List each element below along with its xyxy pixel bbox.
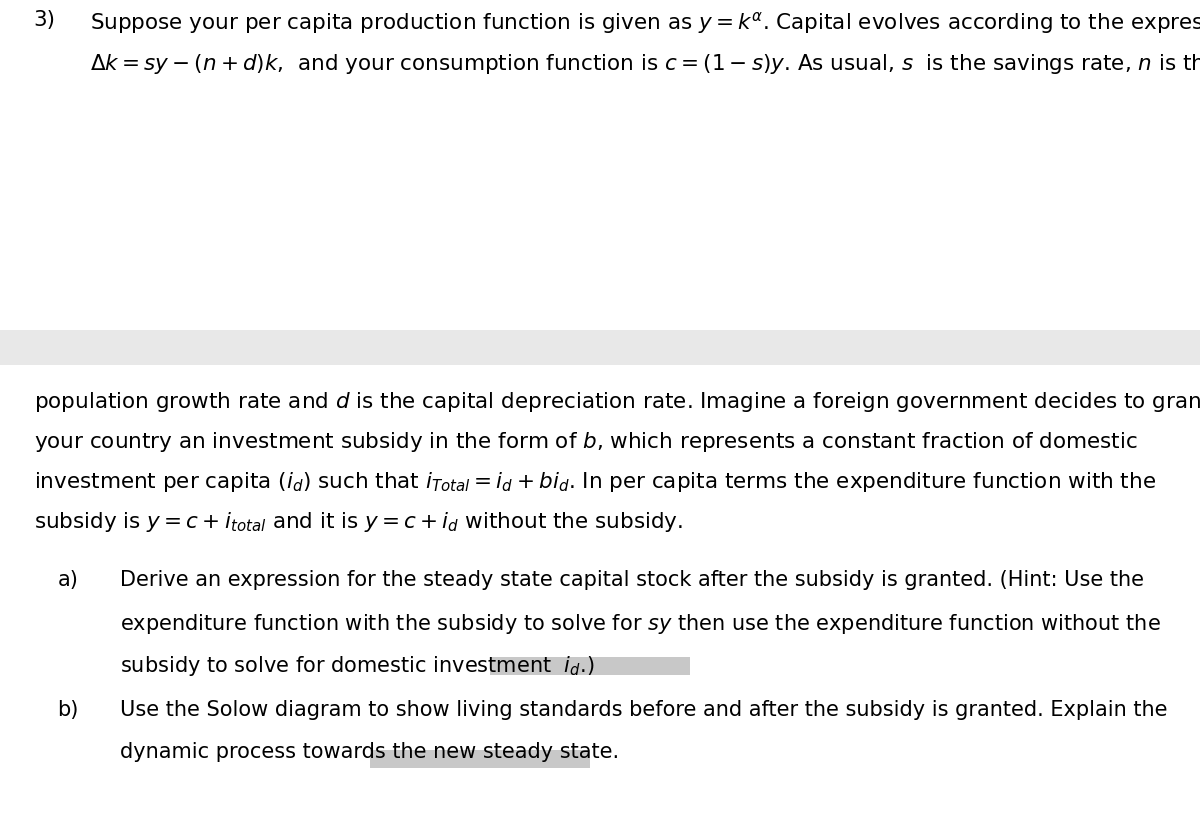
Text: b): b) [58, 700, 79, 720]
Text: 3): 3) [34, 10, 55, 30]
Text: your country an investment subsidy in the form of $b$, which represents a consta: your country an investment subsidy in th… [34, 430, 1138, 454]
Text: a): a) [58, 570, 78, 590]
Text: expenditure function with the subsidy to solve for $sy$ then use the expenditure: expenditure function with the subsidy to… [120, 612, 1160, 636]
FancyBboxPatch shape [370, 750, 590, 768]
Text: subsidy to solve for domestic investment  $i_d$.): subsidy to solve for domestic investment… [120, 654, 594, 678]
Text: dynamic process towards the new steady state.: dynamic process towards the new steady s… [120, 742, 619, 762]
Text: Use the Solow diagram to show living standards before and after the subsidy is g: Use the Solow diagram to show living sta… [120, 700, 1168, 720]
Text: population growth rate and $d$ is the capital depreciation rate. Imagine a forei: population growth rate and $d$ is the ca… [34, 390, 1200, 414]
Text: subsidy is $y = c + i_{total}$ and it is $y = c + i_d$ without the subsidy.: subsidy is $y = c + i_{total}$ and it is… [34, 510, 683, 534]
FancyBboxPatch shape [490, 657, 690, 675]
Text: $\Delta k = sy - (n+d)k$,  and your consumption function is $c = (1-s)y$. As usu: $\Delta k = sy - (n+d)k$, and your consu… [90, 52, 1200, 76]
FancyBboxPatch shape [0, 330, 1200, 365]
Text: Derive an expression for the steady state capital stock after the subsidy is gra: Derive an expression for the steady stat… [120, 570, 1144, 590]
Text: Suppose your per capita production function is given as $y = k^{\alpha}$. Capita: Suppose your per capita production funct… [90, 10, 1200, 36]
Text: investment per capita ($i_d$) such that $i_{Total} = i_d + bi_d$. In per capita : investment per capita ($i_d$) such that … [34, 470, 1156, 494]
